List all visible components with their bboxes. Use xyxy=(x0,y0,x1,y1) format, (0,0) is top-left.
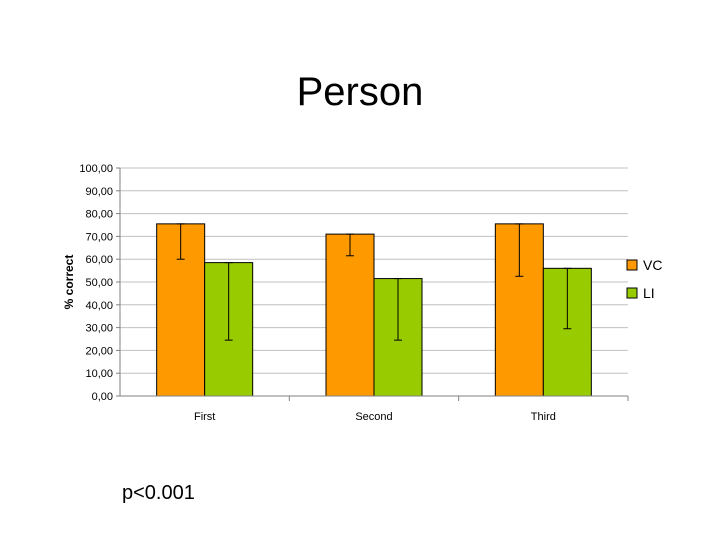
chart-svg: 0,00 10,00 20,00 30,00 40,00 50,00 60,00 70,00 8… xyxy=(62,163,662,423)
y-tick-label: 90,00 xyxy=(85,186,113,198)
slide-title: Person xyxy=(296,70,424,114)
x-tick-label: First xyxy=(194,411,215,423)
y-tick-label: 70,00 xyxy=(85,231,113,243)
bar-vc-second xyxy=(325,233,375,397)
bar-chart: 0,00 10,00 20,00 30,00 40,00 50,00 60,00 70,00 8… xyxy=(55,150,685,440)
y-tick-label: 50,00 xyxy=(85,277,113,289)
y-tick-label: 10,00 xyxy=(85,368,113,380)
y-tick-label: 30,00 xyxy=(85,323,113,335)
x-tick-labels: First Second Third xyxy=(194,411,556,423)
x-tick-label: Third xyxy=(531,411,556,423)
legend-swatch-vc xyxy=(626,259,638,271)
y-tick-label: 40,00 xyxy=(85,300,113,312)
legend-label-li: LI xyxy=(643,285,655,301)
y-tick-label: 20,00 xyxy=(85,345,113,357)
y-tick-label: 100,00 xyxy=(79,163,113,175)
y-tick-label: 60,00 xyxy=(85,254,113,266)
legend-label-vc: VC xyxy=(643,257,662,273)
y-axis-label: % correct xyxy=(62,255,76,310)
bars xyxy=(156,223,592,397)
y-tick-label: 80,00 xyxy=(85,209,113,221)
significance-note: p<0.001 xyxy=(122,482,195,504)
error-bars xyxy=(176,223,572,341)
axes xyxy=(119,168,629,401)
legend: VC LI xyxy=(626,257,662,301)
legend-swatch-li xyxy=(626,287,638,299)
x-tick-label: Second xyxy=(355,411,392,423)
y-tick-label: 0,00 xyxy=(92,391,113,403)
y-tick-labels: 0,00 10,00 20,00 30,00 40,00 50,00 60,00 70,00 8… xyxy=(79,163,113,403)
